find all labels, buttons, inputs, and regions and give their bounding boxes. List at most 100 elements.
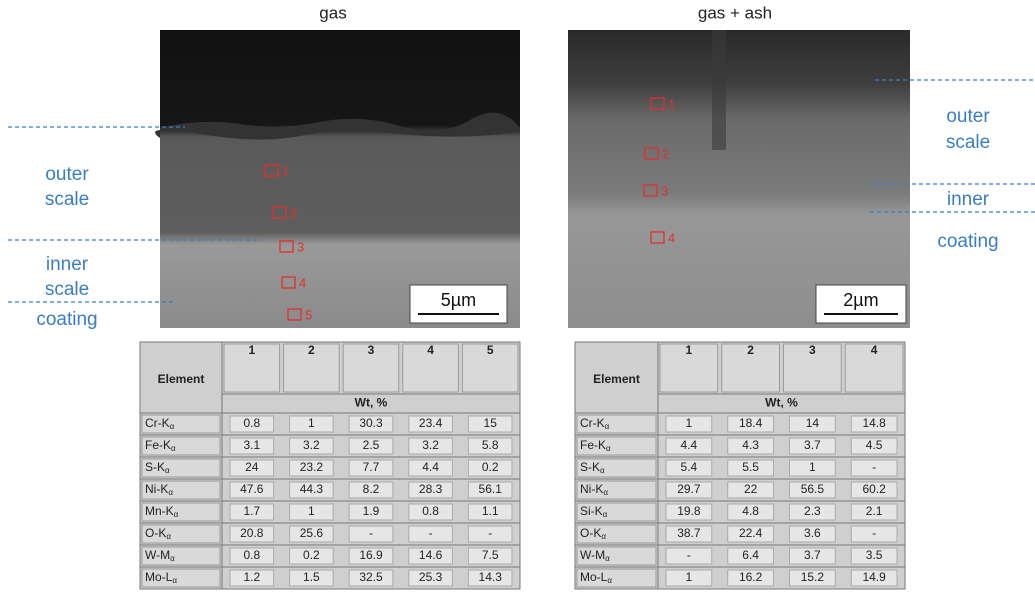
table-value: 4.5: [866, 438, 883, 452]
table-value: 29.7: [677, 482, 701, 496]
element-subscript: α: [172, 576, 177, 585]
table-value: 2.5: [363, 438, 380, 452]
table-value: 5.4: [681, 460, 698, 474]
point-label: 4: [668, 230, 675, 245]
column-label: 1: [248, 343, 255, 357]
table-value: 5.8: [482, 438, 499, 452]
table-value: 1.7: [243, 504, 260, 518]
table-value: 22: [744, 482, 758, 496]
table-value: 32.5: [359, 570, 383, 584]
table-value: 44.3: [300, 482, 324, 496]
layer-label: coating: [937, 231, 998, 252]
table-value: -: [488, 526, 492, 540]
table-value: 1: [809, 460, 816, 474]
table-value: 14: [806, 416, 820, 430]
table-value: 6.4: [742, 548, 759, 562]
table-value: 0.8: [243, 416, 260, 430]
table-value: 16.9: [359, 548, 383, 562]
scale-bar-label: 5µm: [441, 290, 476, 310]
table-value: 3.5: [866, 548, 883, 562]
element-name: Mo-L: [580, 570, 608, 584]
table-value: 60.2: [862, 482, 886, 496]
element-subscript: α: [600, 466, 605, 475]
column-label: 2: [308, 343, 315, 357]
point-label: 5: [305, 307, 312, 322]
table-value: 4.4: [422, 460, 439, 474]
table-value: 2.1: [866, 504, 883, 518]
element-subscript: α: [603, 488, 608, 497]
element-name: Cr-K: [145, 416, 170, 430]
element-name: Fe-K: [145, 438, 171, 452]
table-value: 3.7: [804, 438, 821, 452]
table-value: 1: [308, 504, 315, 518]
point-label: 2: [290, 205, 297, 220]
sem-image: [160, 30, 520, 328]
column-label: 3: [809, 343, 816, 357]
table-value: 14.6: [419, 548, 443, 562]
table-value: 1.2: [243, 570, 260, 584]
table-value: 4.4: [681, 438, 698, 452]
table-value: 1: [308, 416, 315, 430]
element-name: S-K: [145, 460, 165, 474]
table-value: 28.3: [419, 482, 443, 496]
table-value: 3.6: [804, 526, 821, 540]
table-value: -: [429, 526, 433, 540]
element-name: O-K: [145, 526, 166, 540]
table-value: 1.1: [482, 504, 499, 518]
element-subscript: α: [605, 422, 610, 431]
point-label: 1: [668, 96, 675, 111]
table-value: 2.3: [804, 504, 821, 518]
panel-title: gas: [319, 3, 346, 22]
table-value: 0.8: [243, 548, 260, 562]
column-label: 2: [747, 343, 754, 357]
table-value: 0.8: [422, 504, 439, 518]
table-value: 47.6: [240, 482, 264, 496]
table-value: 0.2: [482, 460, 499, 474]
table-value: 23.4: [419, 416, 443, 430]
table-value: 15: [484, 416, 498, 430]
unit-label: Wt, %: [765, 396, 798, 410]
element-name: W-M: [580, 548, 605, 562]
table-value: 24: [245, 460, 259, 474]
layer-label: inner: [947, 189, 990, 210]
table-value: 8.2: [363, 482, 380, 496]
table-value: 23.2: [300, 460, 324, 474]
table-value: 3.7: [804, 548, 821, 562]
element-name: Mo-L: [145, 570, 173, 584]
table-value: 4.8: [742, 504, 759, 518]
table-value: 1.5: [303, 570, 320, 584]
table-value: -: [872, 460, 876, 474]
table-value: 1.9: [363, 504, 380, 518]
element-name: Si-K: [580, 504, 603, 518]
table-value: 20.8: [240, 526, 264, 540]
element-subscript: α: [171, 444, 176, 453]
table-value: 1: [686, 416, 693, 430]
scale-bar-label: 2µm: [843, 290, 878, 310]
element-name: Cr-K: [580, 416, 605, 430]
element-subscript: α: [601, 532, 606, 541]
table-value: 19.8: [677, 504, 701, 518]
element-subscript: α: [170, 554, 175, 563]
table-value: 56.5: [801, 482, 825, 496]
element-subscript: α: [607, 576, 612, 585]
table-value: 15.2: [801, 570, 825, 584]
table-value: 0.2: [303, 548, 320, 562]
table-value: 3.1: [243, 438, 260, 452]
layer-label: inner: [46, 254, 89, 275]
table-value: 25.6: [300, 526, 324, 540]
column-label: 4: [427, 343, 434, 357]
table-value: 14.8: [862, 416, 886, 430]
table-header: Element: [593, 372, 640, 386]
panel-title: gas + ash: [698, 3, 772, 22]
element-subscript: α: [174, 510, 179, 519]
element-name: W-M: [145, 548, 170, 562]
element-subscript: α: [168, 488, 173, 497]
element-name: Fe-K: [580, 438, 606, 452]
element-name: S-K: [580, 460, 600, 474]
table-value: 1: [686, 570, 693, 584]
layer-label: scale: [45, 189, 89, 210]
point-label: 3: [661, 183, 668, 198]
layer-label: scale: [45, 279, 89, 300]
layer-label: scale: [946, 132, 990, 153]
table-value: 30.3: [359, 416, 383, 430]
